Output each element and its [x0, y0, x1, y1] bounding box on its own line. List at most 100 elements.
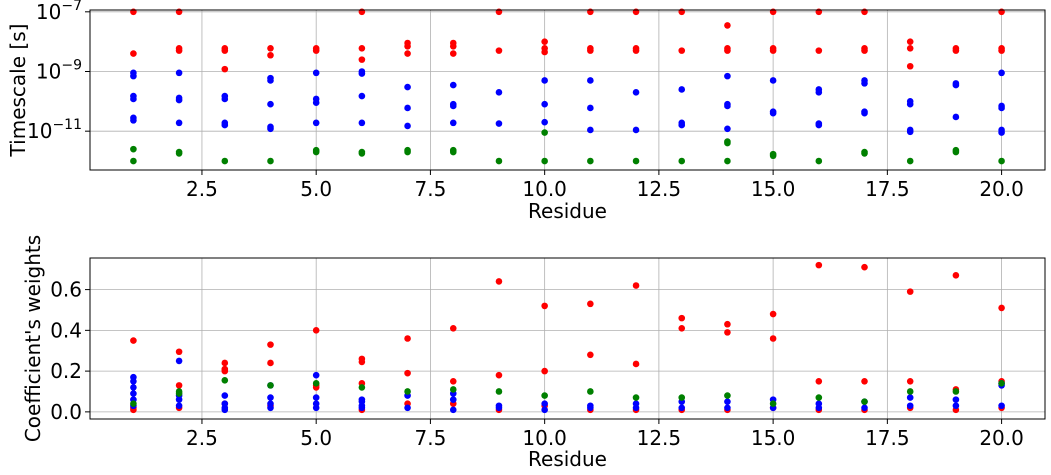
weights-blue-point-48 — [861, 404, 868, 412]
timescale-red-point-44 — [861, 47, 868, 54]
weights-green-point-3 — [221, 376, 229, 384]
weights-green-point-19 — [952, 388, 960, 395]
weights-red-point-11 — [267, 359, 274, 367]
weights-x-ticks: 2.5 5.0 7.5 10.0 12.5 15.0 17.5 20.0 — [186, 419, 1024, 450]
timescale-green-point-9 — [358, 150, 366, 157]
timescale-y-tick-base-2: 10 — [36, 0, 61, 24]
weights-blue-point-42 — [724, 404, 731, 412]
timescale-blue-point-61 — [861, 109, 868, 117]
weights-red-point-4 — [175, 382, 183, 389]
weights-blue-point-46 — [815, 404, 823, 412]
timescale-blue-point-63 — [906, 100, 914, 108]
timescale-panel: 2.5 5.0 7.5 10.0 12.5 15.0 17.5 20.0 10−1110−91… — [6, 0, 1046, 223]
timescale-x-tick-label-17-5: 17.5 — [865, 177, 910, 201]
weights-blue-point-9 — [175, 402, 183, 410]
weights-green-point-4 — [267, 382, 274, 389]
weights-red-point-20 — [404, 335, 411, 342]
weights-y-tick-label-0: 0.0 — [50, 400, 82, 424]
weights-blue-point-34 — [541, 406, 548, 414]
timescale-blue-point-36 — [541, 77, 548, 84]
weights-blue-point-38 — [632, 404, 640, 412]
timescale-grid — [90, 10, 1045, 170]
timescale-blue-point-16 — [267, 100, 274, 108]
timescale-blue-point-13 — [221, 121, 229, 129]
weights-blue-point-18 — [312, 371, 320, 379]
weights-blue-point-17 — [267, 404, 274, 412]
timescale-blue-point-57 — [815, 121, 823, 129]
weights-red-point-39 — [678, 325, 686, 332]
timescale-red-point-17 — [404, 50, 411, 57]
timescale-y-axis-label: Timescale [s] — [6, 24, 30, 158]
timescale-blue-point-40 — [587, 104, 594, 112]
timescale-green-point-7 — [312, 148, 320, 156]
timescale-x-tick-label-2-5: 2.5 — [186, 177, 218, 201]
weights-blue-point-41 — [724, 398, 731, 405]
timescale-y-tick-base-1: 10 — [36, 59, 61, 83]
timescale-points — [130, 8, 1005, 165]
weights-y-tick-label-2: 0.4 — [50, 318, 82, 342]
timescale-blue-point-69 — [998, 69, 1005, 77]
weights-green-point-13 — [678, 394, 686, 401]
timescale-blue-point-71 — [998, 104, 1005, 112]
weights-red-point-50 — [861, 263, 868, 271]
weights-red-point-8 — [221, 367, 229, 375]
weights-blue-point-19 — [312, 394, 320, 401]
timescale-x-tick-label-12-5: 12.5 — [637, 177, 682, 201]
weights-blue-point-33 — [541, 400, 548, 408]
weights-blue-point-10 — [221, 392, 229, 399]
timescale-x-tick-label-10: 10.0 — [522, 177, 567, 201]
timescale-blue-point-44 — [678, 86, 686, 93]
weights-blue-point-55 — [998, 402, 1005, 410]
timescale-blue-point-3 — [130, 95, 137, 103]
timescale-red-point-11 — [312, 44, 320, 52]
timescale-blue-point-42 — [632, 89, 640, 96]
weights-blue-point-29 — [449, 396, 457, 403]
timescale-red-point-25 — [541, 48, 548, 56]
timescale-green-point-28 — [906, 157, 914, 165]
timescale-blue-point-5 — [130, 117, 137, 124]
timescale-y-tick-label-1: 10−9 — [36, 57, 82, 83]
timescale-red-point-23 — [541, 38, 548, 45]
timescale-blue-point-46 — [678, 121, 686, 129]
timescale-x-axis-label: Residue — [528, 199, 607, 223]
timescale-red-point-36 — [724, 47, 731, 54]
timescale-red-point-34 — [724, 22, 731, 29]
timescale-blue-point-49 — [724, 102, 731, 110]
timescale-red-point-33 — [678, 47, 686, 54]
timescale-green-point-14 — [495, 157, 503, 165]
weights-red-point-56 — [952, 272, 960, 279]
timescale-x-tick-label-7-5: 7.5 — [415, 177, 447, 201]
weights-green-point-11 — [587, 388, 594, 395]
timescale-green-point-11 — [404, 148, 411, 156]
timescale-blue-point-55 — [815, 89, 823, 96]
timescale-blue-point-34 — [495, 89, 503, 96]
timescale-blue-point-50 — [724, 125, 731, 133]
weights-red-point-27 — [495, 371, 503, 379]
timescale-axes-frame — [89, 9, 1046, 171]
weights-blue-point-1 — [130, 377, 137, 385]
timescale-red-point-14 — [358, 56, 366, 63]
weights-red-point-35 — [632, 282, 640, 289]
timescale-x-ticks: 2.5 5.0 7.5 10.0 12.5 15.0 17.5 20.0 — [186, 170, 1024, 201]
weights-red-point-41 — [724, 320, 731, 328]
weights-blue-point-25 — [358, 404, 366, 412]
timescale-red-point-6 — [221, 44, 229, 52]
timescale-green-point-4 — [221, 157, 229, 165]
timescale-green-point-22 — [724, 157, 731, 165]
timescale-x-tick-label-5: 5.0 — [300, 177, 332, 201]
timescale-green-point-3 — [175, 150, 183, 157]
weights-green-point-17 — [861, 398, 868, 405]
timescale-y-tick-label-2: 10−7 — [36, 0, 82, 24]
timescale-green-point-17 — [587, 157, 594, 165]
timescale-red-point-9 — [267, 51, 274, 59]
timescale-blue-point-47 — [724, 72, 731, 80]
timescale-x-tick-label-15: 15.0 — [751, 177, 796, 201]
weights-x-tick-label-20: 20.0 — [979, 426, 1024, 450]
weights-green-point-10 — [541, 392, 548, 399]
timescale-blue-point-26 — [358, 119, 366, 127]
timescale-blue-point-65 — [906, 128, 914, 136]
weights-blue-point-3 — [130, 390, 137, 397]
timescale-blue-point-9 — [175, 119, 183, 127]
